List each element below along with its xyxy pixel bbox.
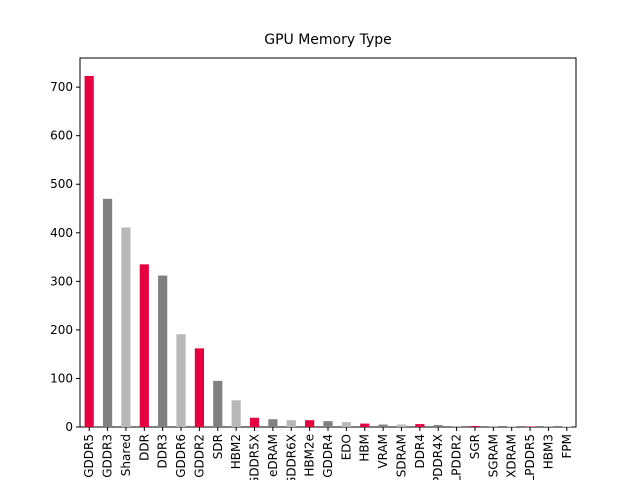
plot-frame — [79, 57, 577, 428]
bar — [84, 75, 94, 427]
bar — [121, 227, 131, 427]
bar — [176, 334, 186, 427]
x-tick-label: eDRAM — [266, 434, 280, 477]
bar — [102, 198, 113, 427]
bar — [139, 264, 149, 427]
x-tick-label: SGRAM — [486, 434, 500, 477]
x-tick-label: GDDR5 — [82, 434, 96, 478]
x-tick-label: VRAM — [376, 434, 390, 469]
x-tick-label: LPDDR2 — [450, 434, 464, 480]
x-tick-label: GDDR6X — [284, 434, 298, 480]
bar — [194, 348, 204, 427]
x-tick-label: FPM — [560, 434, 574, 459]
chart-title: GPU Memory Type — [264, 32, 392, 48]
bar — [452, 426, 462, 427]
x-tick-label: SDR — [211, 434, 225, 459]
x-tick-label: LPDDR4X — [431, 434, 445, 480]
y-tick-label: 600 — [50, 129, 73, 143]
bar — [360, 423, 370, 427]
y-tick-label: 500 — [50, 177, 73, 191]
x-tick-label: HBM2 — [229, 434, 243, 469]
bar — [433, 425, 443, 427]
x-tick-label: Shared — [119, 434, 133, 476]
bar — [415, 424, 425, 427]
bar — [268, 419, 278, 427]
x-tick-label: GDDR4 — [321, 434, 335, 478]
bar — [231, 400, 241, 427]
y-tick-label: 700 — [50, 80, 73, 94]
y-tick-label: 0 — [65, 420, 73, 434]
bar — [396, 424, 407, 427]
bar — [378, 424, 388, 427]
bar — [470, 426, 480, 427]
bar — [286, 420, 296, 427]
x-tick-label: SDRAM — [394, 434, 408, 477]
x-tick-label: GDDR3 — [101, 434, 115, 478]
x-tick-label: HBM2e — [303, 434, 317, 477]
x-tick-label: HBM3 — [541, 434, 555, 469]
x-tick-label: SGR — [468, 434, 482, 459]
y-tick-label: 300 — [50, 274, 73, 288]
x-tick-label: LPDDR5 — [523, 434, 537, 480]
bar — [323, 421, 333, 427]
bar — [249, 417, 260, 427]
x-tick-label: HBM — [358, 434, 372, 462]
y-tick-label: 200 — [50, 323, 73, 337]
x-tick-label: DDR3 — [156, 434, 170, 468]
x-tick-label: XDRAM — [505, 434, 519, 478]
y-tick-label: 100 — [50, 371, 73, 385]
bar — [305, 420, 315, 427]
y-tick-label: 400 — [50, 226, 73, 240]
bar — [213, 380, 223, 427]
x-tick-label: DDR4 — [413, 434, 427, 468]
x-tick-label: GDDR6 — [174, 434, 188, 478]
bar — [158, 275, 168, 427]
bar — [341, 422, 351, 427]
x-tick-label: EDO — [339, 434, 353, 460]
x-tick-label: GDDR2 — [192, 434, 206, 478]
x-tick-label: GDDR5X — [248, 434, 262, 480]
x-tick-label: DDR — [137, 434, 151, 461]
